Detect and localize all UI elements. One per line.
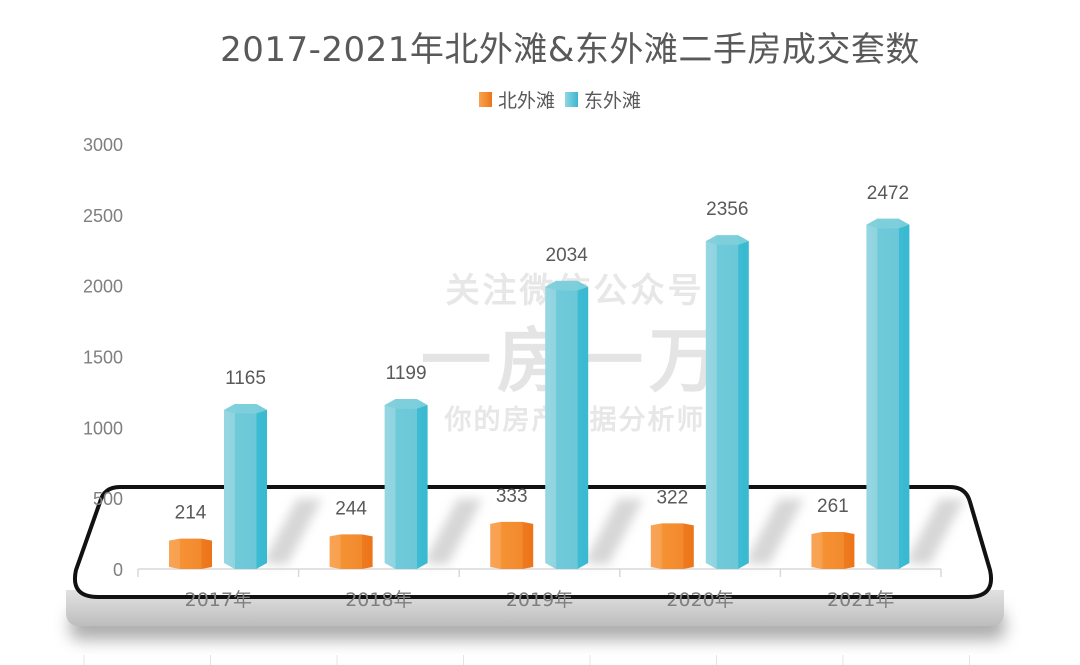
x-axis: 2017年 2018年 2019年 2020年 2021年 (137, 568, 942, 611)
y-axis: 0 500 1000 1500 2000 2500 3000 (83, 135, 123, 580)
bar-east-bund (866, 218, 910, 570)
y-tick-label: 2500 (83, 206, 123, 226)
chart-title: 2017-2021年北外滩&东外滩二手房成交套数 (220, 30, 920, 70)
data-label: 2356 (706, 199, 748, 220)
bar-east-bund (545, 280, 589, 569)
data-label: 2472 (867, 183, 909, 204)
y-tick-label: 2000 (83, 277, 123, 297)
bar-north-bund (650, 523, 694, 569)
data-label: 2034 (546, 245, 589, 266)
data-label: 261 (817, 496, 849, 517)
bar-north-bund (169, 538, 212, 569)
bar-north-bund (490, 521, 534, 569)
data-label: 322 (656, 487, 688, 508)
data-label: 244 (335, 498, 367, 519)
legend-label-east: 东外滩 (584, 90, 642, 112)
x-tick-label: 2017年 (185, 589, 252, 611)
bar-east-bund (384, 399, 428, 569)
data-labels: 214 244 333 322 261 1165 1199 2034 2356 2472 (175, 183, 909, 524)
bottom-guide-ticks (83, 655, 970, 665)
x-tick-label: 2018年 (345, 589, 412, 611)
data-label: 214 (175, 503, 207, 524)
legend-swatch-north (478, 92, 492, 107)
y-tick-label: 1500 (83, 348, 123, 368)
legend-label-north: 北外滩 (497, 90, 555, 112)
x-tick-label: 2019年 (506, 589, 573, 611)
bar-north-bund (329, 534, 373, 569)
bar-east-bund (224, 403, 267, 569)
legend: 北外滩 东外滩 (0, 86, 1080, 113)
legend-item-north: 北外滩 (478, 86, 555, 113)
bar-north-bund (811, 532, 855, 569)
x-tick-label: 2021年 (827, 589, 894, 611)
y-tick-label: 500 (93, 489, 123, 509)
legend-swatch-east (565, 92, 578, 107)
y-tick-label: 0 (113, 560, 123, 580)
x-tick-label: 2020年 (666, 589, 733, 611)
data-label: 1165 (225, 368, 266, 389)
y-tick-label: 1000 (83, 418, 123, 438)
y-tick-label: 3000 (83, 135, 123, 155)
data-label: 333 (496, 486, 528, 507)
data-label: 1199 (386, 363, 427, 384)
bar-shadows (263, 499, 965, 565)
legend-item-east: 东外滩 (565, 86, 641, 113)
bars (169, 218, 910, 570)
bar-east-bund (705, 235, 749, 569)
